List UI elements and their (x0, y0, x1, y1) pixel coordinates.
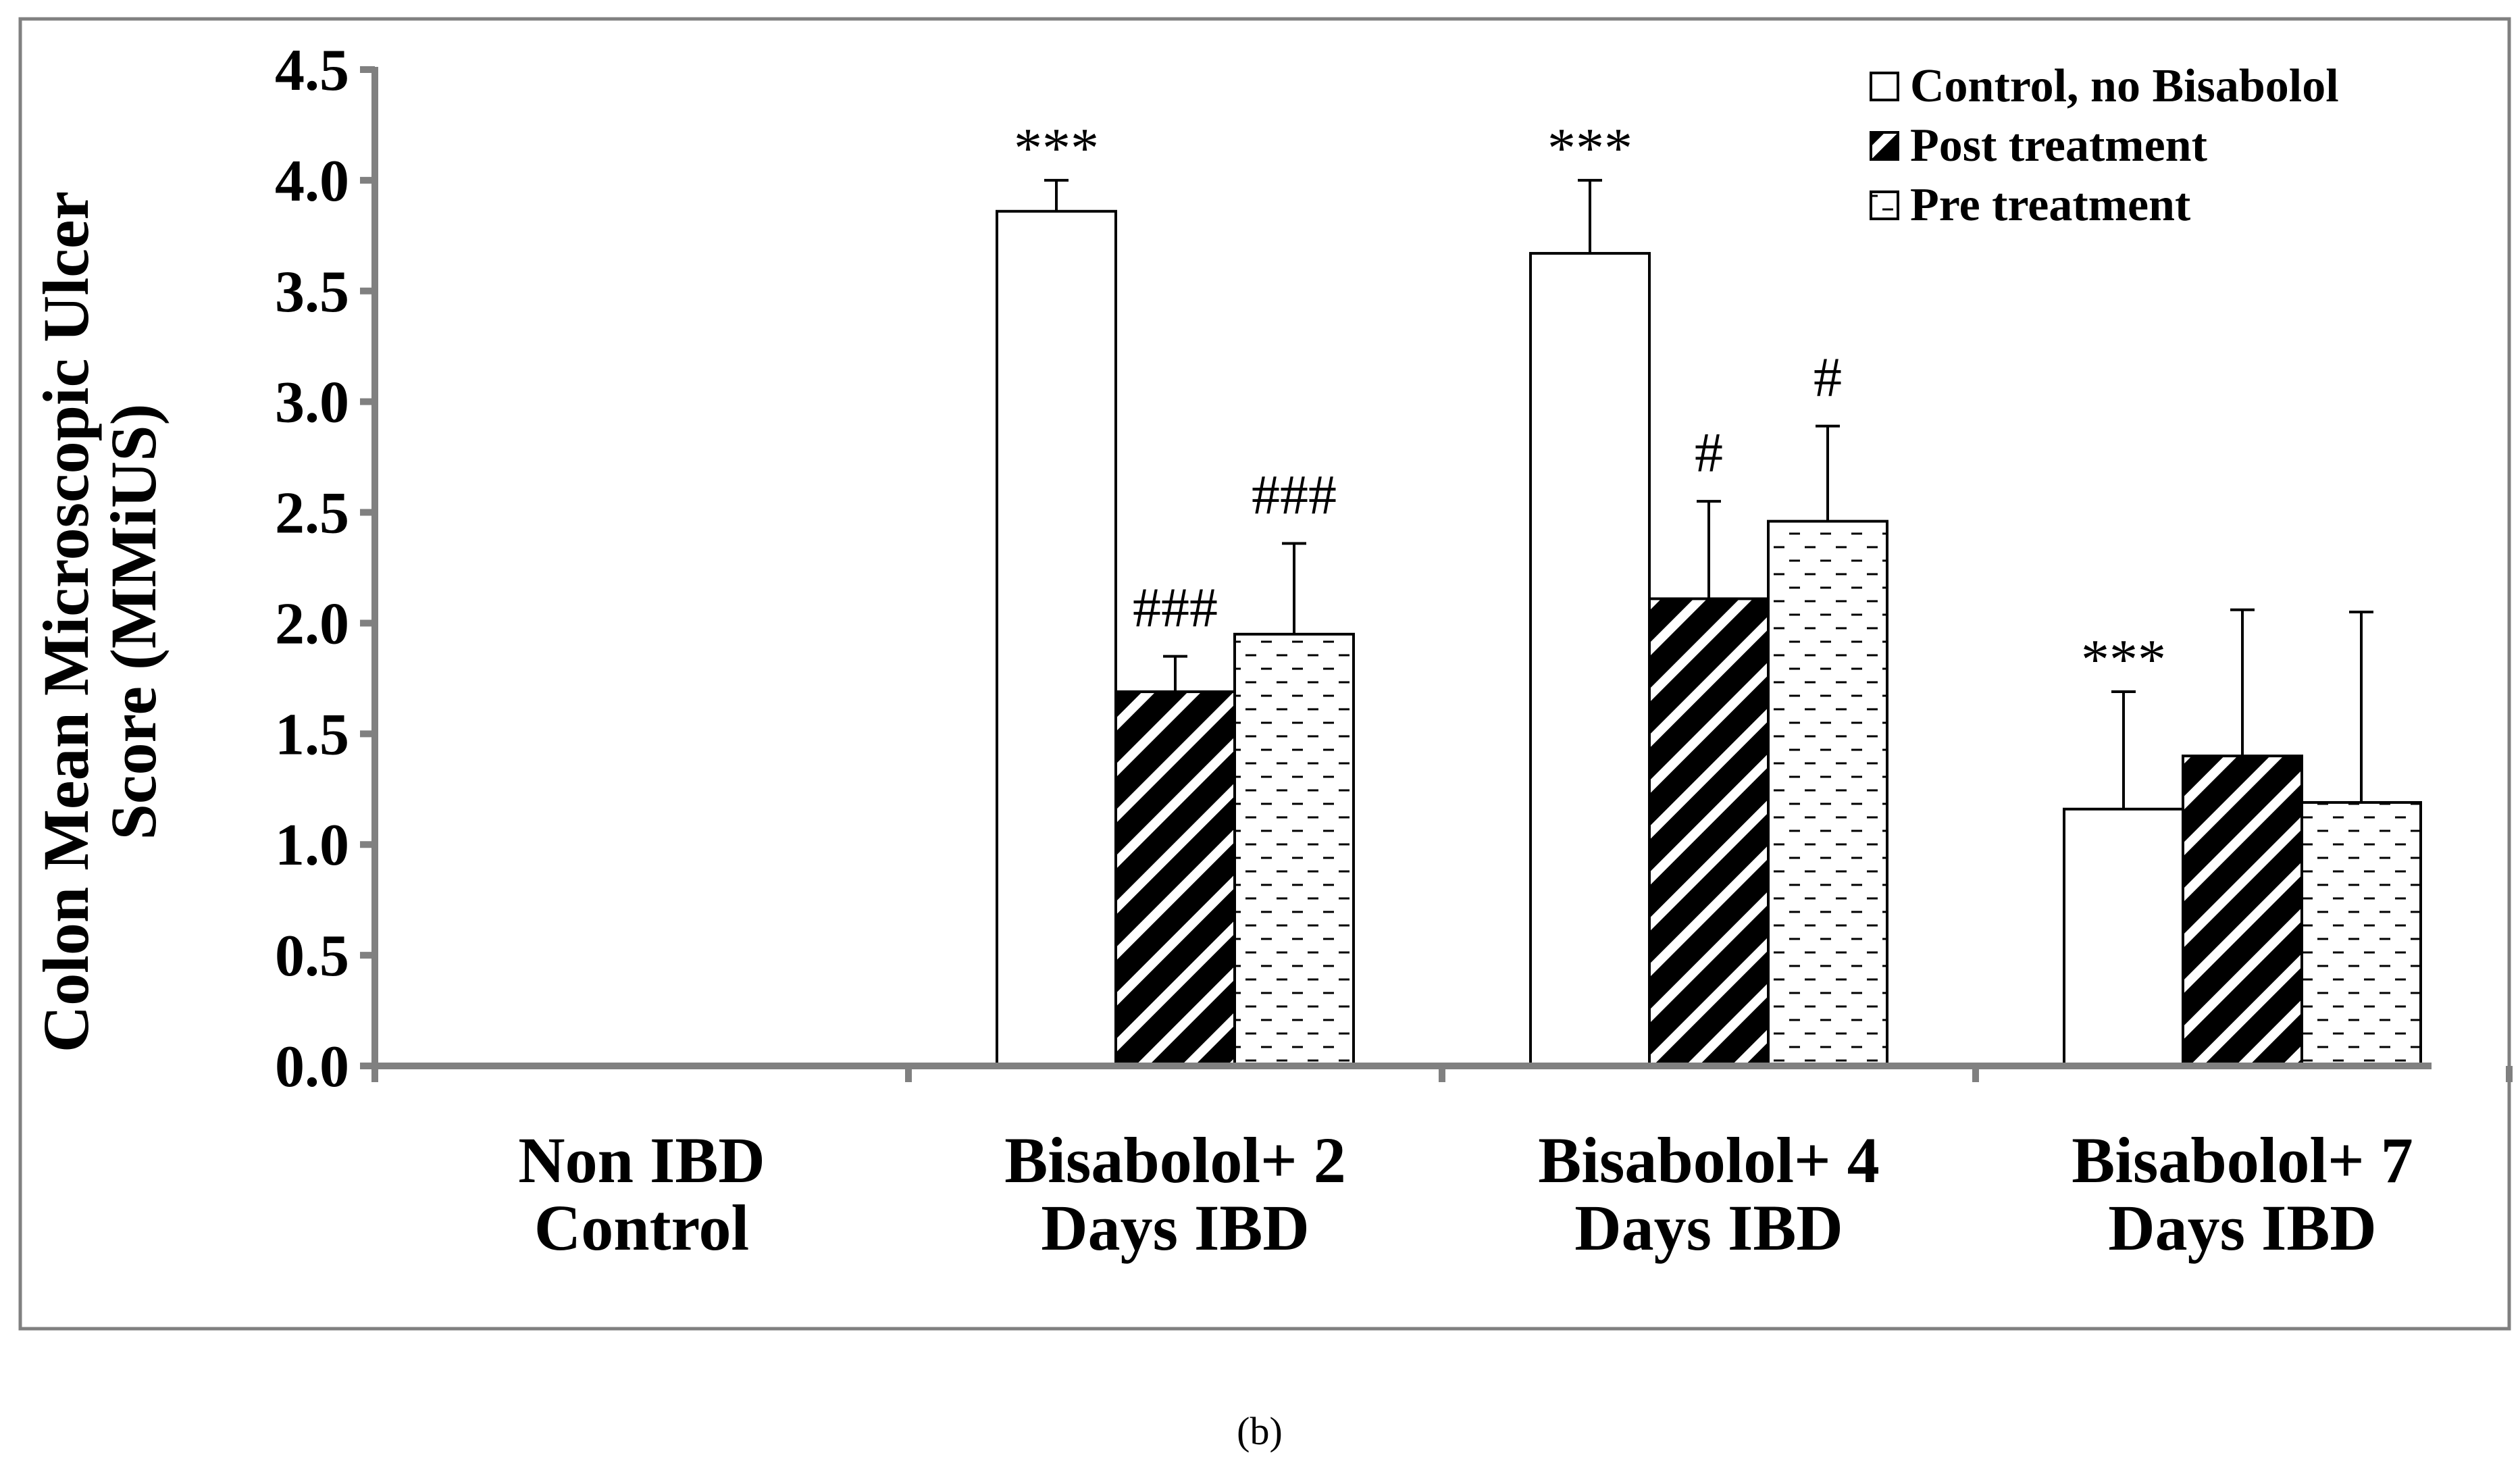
legend-label: Pre treatment (1910, 179, 2190, 231)
legend-label: Control, no Bisabolol (1910, 60, 2339, 112)
significance-label: # (1695, 422, 1723, 484)
axes-layer: 0.0 0.5 1.0 1.5 2.0 2.5 3.0 3.5 4.0 4.5 (275, 38, 2513, 1100)
bar-dashed-group-3 (1767, 519, 1888, 1067)
y-tick-label: 0.5 (275, 923, 349, 989)
significance-label: *** (1014, 117, 1099, 180)
annotations-layer: *** ### ### *** # # *** (1014, 117, 2166, 691)
bar-diagonal-group-3 (1648, 597, 1770, 1067)
legend-swatch-dashed (1870, 190, 1899, 220)
y-tick-label: 3.5 (275, 259, 349, 325)
x-tick-label: Days IBD (2108, 1192, 2376, 1264)
bar-open-group-3 (1529, 252, 1651, 1067)
y-tick-label: 1.0 (275, 813, 349, 878)
y-axis-title-line: Colon Mean Microscopic Ulcer (30, 191, 102, 1052)
y-axis-title-line: Score (MMiUS) (97, 403, 170, 840)
y-tick-label: 2.5 (275, 481, 349, 546)
bar-diagonal-group-4 (2182, 755, 2303, 1067)
y-tick-label: 4.5 (275, 38, 349, 103)
x-tick-label: Bisabolol+ 2 (1004, 1124, 1346, 1196)
significance-label: ### (1133, 577, 1218, 640)
significance-label: *** (1547, 117, 1632, 180)
significance-label: # (1814, 347, 1842, 409)
bar-open-group-4 (2063, 807, 2184, 1068)
x-tick-label: Non IBD (518, 1124, 765, 1196)
figure-caption: (b) (1237, 1409, 1283, 1453)
x-tick-label: Bisabolol+ 7 (2072, 1124, 2413, 1196)
x-tick-label: Control (534, 1192, 749, 1264)
bar-dashed-group-4 (2300, 800, 2422, 1067)
legend-swatch-open (1870, 72, 1899, 101)
y-tick-label: 4.0 (275, 149, 349, 214)
legend-swatch-diagonal (1870, 131, 1899, 161)
bar-diagonal-group-2 (1114, 690, 1236, 1067)
bar-dashed-group-2 (1233, 632, 1355, 1067)
y-tick-label: 1.5 (275, 702, 349, 767)
x-tick-label: Bisabolol+ 4 (1538, 1124, 1880, 1196)
y-tick-label: 2.0 (275, 591, 349, 657)
significance-label: ### (1252, 463, 1337, 526)
bar-open-group-2 (996, 209, 1117, 1067)
y-tick-label: 3.0 (275, 370, 349, 436)
x-tick-label: Days IBD (1041, 1192, 1309, 1264)
legend-label: Post treatment (1910, 120, 2207, 172)
chart-frame (18, 17, 2511, 1331)
y-tick-label: 0.0 (275, 1034, 349, 1100)
legend: Control, no Bisabolol Post treatment Pre t… (1870, 60, 2339, 231)
significance-label: *** (2081, 628, 2166, 691)
x-tick-label: Days IBD (1574, 1192, 1843, 1264)
error-bars-layer (1044, 178, 2373, 809)
